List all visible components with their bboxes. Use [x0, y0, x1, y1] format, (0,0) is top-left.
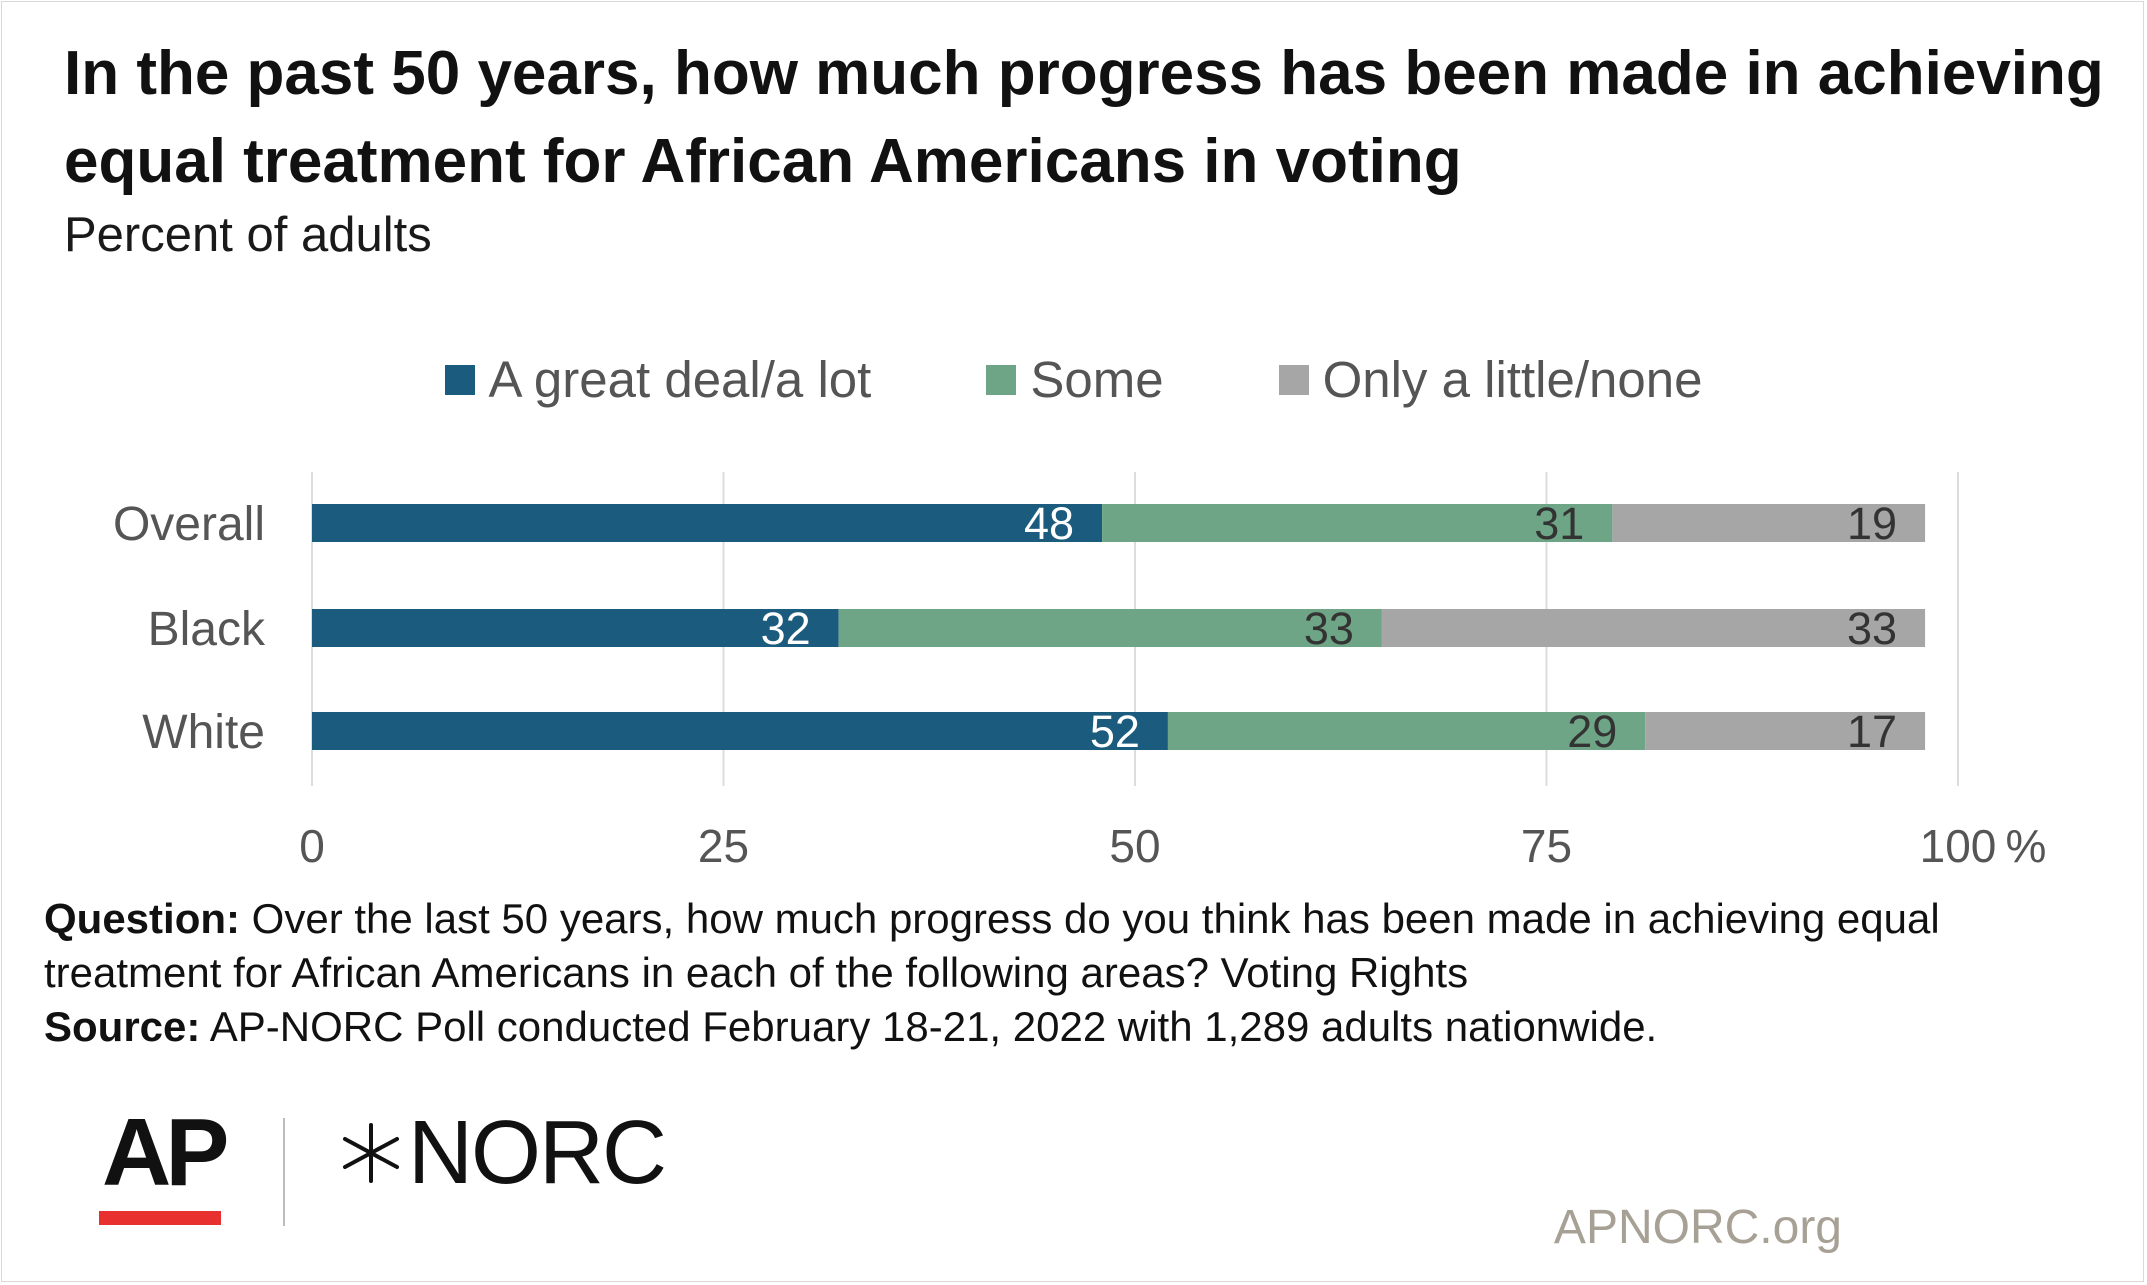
- ap-logo-accent: [99, 1211, 221, 1225]
- ap-logo: AP: [102, 1099, 229, 1206]
- bar-segment: [838, 609, 1382, 647]
- legend-label-some: Some: [1030, 351, 1164, 408]
- source-label: Source:: [44, 1003, 201, 1050]
- x-tick-label: 0: [299, 820, 325, 872]
- data-label: 29: [1567, 706, 1617, 757]
- source-text: AP-NORC Poll conducted February 18-21, 2…: [209, 1003, 1658, 1050]
- legend-label-little-none: Only a little/none: [1322, 351, 1703, 408]
- data-label: 33: [1847, 603, 1897, 654]
- x-tick-label: 75: [1521, 820, 1572, 872]
- chart-subtitle: Percent of adults: [64, 208, 432, 262]
- legend-swatch-some: [986, 365, 1017, 395]
- bar-segment: [312, 504, 1103, 542]
- category-label: Overall: [113, 498, 265, 551]
- legend: A great deal/a lot Some Only a little/no…: [0, 348, 2147, 412]
- data-labels: 48 31 19 32 33 33 52 29 17: [761, 498, 1897, 757]
- data-label: 52: [1090, 706, 1140, 757]
- bar-segment: [1612, 504, 1926, 542]
- data-label: 17: [1847, 706, 1897, 757]
- data-label: 33: [1304, 603, 1354, 654]
- x-axis-ticks: 0 25 50 75 100%: [299, 820, 2046, 872]
- star-burst-icon: [343, 1123, 399, 1183]
- legend-item-little-none: Only a little/none: [1278, 350, 1703, 410]
- source-note: Source: AP-NORC Poll conducted February …: [44, 1000, 2104, 1054]
- question-text: Over the last 50 years, how much progres…: [44, 895, 1940, 996]
- bars: [312, 504, 1926, 750]
- x-tick-label: 50: [1109, 820, 1160, 872]
- legend-swatch-little-none: [1278, 365, 1309, 395]
- bar-segment: [1102, 504, 1613, 542]
- data-label: 48: [1024, 498, 1074, 549]
- category-label: Black: [148, 603, 266, 656]
- bar-segment: [1167, 712, 1646, 750]
- logo-divider: [283, 1118, 285, 1226]
- x-axis-unit: %: [2006, 820, 2047, 872]
- bar-segment: [1381, 609, 1926, 647]
- chart-title: In the past 50 years, how much progress …: [64, 39, 2104, 196]
- stacked-bar-chart: Overall Black White 48 31 19 32 33 33 52 29 17 0 25…: [113, 472, 2046, 872]
- legend-label-great-deal: A great deal/a lot: [488, 351, 872, 408]
- category-labels: Overall Black White: [113, 498, 266, 759]
- data-label: 32: [761, 603, 811, 654]
- legend-item-some: Some: [986, 350, 1164, 410]
- category-label: White: [142, 706, 265, 759]
- norc-logo-text: NORC: [408, 1103, 667, 1203]
- norc-logo: NORC: [340, 1103, 667, 1203]
- site-url: APNORC.org: [1553, 1201, 1842, 1254]
- x-tick-label: 25: [698, 820, 749, 872]
- legend-item-great-deal: A great deal/a lot: [444, 350, 872, 410]
- question-label: Question:: [44, 895, 240, 942]
- legend-swatch-great-deal: [444, 365, 475, 395]
- data-label: 31: [1534, 498, 1584, 549]
- x-tick-label: 100: [1920, 820, 1997, 872]
- footnote: Question: Over the last 50 years, how mu…: [44, 892, 2104, 1054]
- data-label: 19: [1847, 498, 1897, 549]
- bar-segment: [312, 712, 1168, 750]
- bar-segment: [1645, 712, 1926, 750]
- question-note: Question: Over the last 50 years, how mu…: [44, 892, 2104, 1000]
- bar-segment: [312, 609, 839, 647]
